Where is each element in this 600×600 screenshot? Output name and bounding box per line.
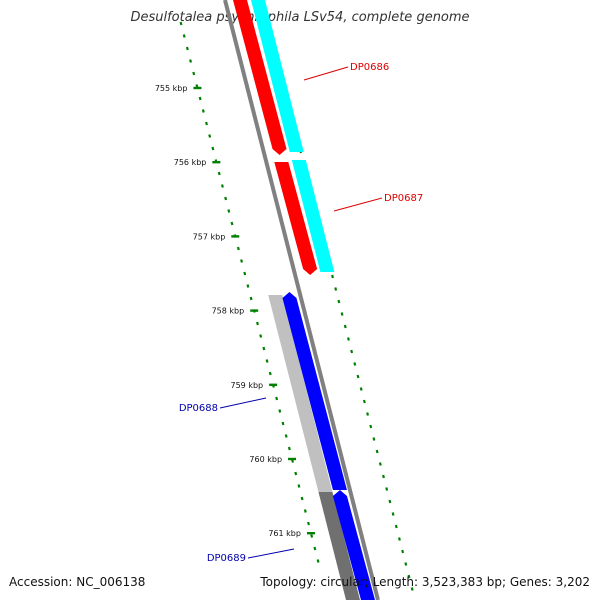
minor-tick [224, 196, 228, 201]
feature-tracks [251, 0, 360, 600]
minor-tick [281, 421, 285, 426]
gene-label-dp0686: DP0686 [350, 62, 389, 73]
gene-leader-line [333, 197, 383, 212]
minor-tick [350, 349, 354, 354]
minor-tick [243, 271, 247, 276]
minor-tick [265, 359, 269, 363]
minor-tick [310, 534, 314, 538]
minor-tick [189, 59, 193, 63]
minor-tick [179, 21, 183, 26]
gene-block-dp0686 [233, 0, 287, 155]
minor-tick [385, 487, 389, 491]
minor-tick [378, 462, 382, 466]
minor-tick [337, 299, 341, 304]
minor-tick [391, 512, 395, 516]
minor-tick [382, 474, 385, 479]
minor-tick [331, 274, 334, 279]
minor-tick [262, 346, 266, 351]
gene-leader-line [219, 397, 267, 409]
gene-leader-line [247, 548, 295, 559]
minor-tick [246, 284, 250, 288]
minor-tick [404, 562, 408, 566]
tick-label: 757 kbp [193, 232, 226, 241]
minor-tick [240, 259, 244, 263]
minor-tick [410, 587, 414, 591]
minor-tick [275, 396, 279, 401]
minor-tick [316, 559, 320, 563]
minor-tick [297, 484, 301, 488]
minor-tick [268, 371, 272, 376]
minor-tick [388, 499, 392, 504]
minor-tick [346, 337, 350, 341]
genome-backbone [223, 0, 380, 600]
tick-label: 758 kbp [212, 307, 245, 316]
minor-tick [217, 171, 221, 176]
minor-tick [369, 424, 373, 429]
minor-tick [340, 312, 344, 316]
minor-tick [236, 246, 240, 251]
minor-tick [198, 96, 202, 101]
minor-tick [401, 549, 405, 554]
feature-block-dp0687 [291, 160, 335, 272]
minor-tick [259, 334, 263, 338]
genome-stats-text: Topology: circular; Length: 3,523,383 bp… [260, 575, 590, 589]
minor-tick [356, 374, 360, 379]
minor-tick [205, 121, 208, 126]
accession-text: Accession: NC_006138 [9, 575, 146, 589]
minor-tick [278, 409, 282, 413]
minor-tick [287, 446, 291, 451]
minor-tick [307, 521, 310, 526]
gene-block-dp0688 [282, 292, 347, 490]
minor-tick [185, 46, 189, 51]
gene-label-dp0687: DP0687 [384, 193, 423, 204]
backbone-line [223, 0, 380, 600]
minor-tick [362, 399, 366, 404]
minor-tick [192, 71, 196, 76]
minor-tick [313, 546, 317, 551]
minor-tick [366, 412, 370, 416]
minor-tick [375, 449, 379, 454]
gene-block-dp0689 [332, 490, 375, 600]
minor-tick [284, 434, 288, 438]
minor-tick [372, 437, 376, 441]
minor-tick [407, 574, 411, 579]
feature-block-dp0686 [251, 0, 304, 152]
minor-tick [249, 296, 253, 301]
scale-ticks [179, 0, 414, 591]
minor-tick [334, 287, 338, 291]
minor-tick [303, 509, 307, 513]
minor-tick [397, 537, 401, 541]
minor-tick [201, 109, 205, 113]
tick-label: 760 kbp [249, 455, 282, 464]
minor-tick [220, 184, 224, 188]
minor-tick [394, 524, 398, 529]
gene-label-dp0688: DP0688 [179, 403, 218, 414]
minor-tick [294, 471, 298, 476]
tick-label: 761 kbp [268, 529, 301, 538]
tick-label: 759 kbp [231, 381, 264, 390]
tick-label: 755 kbp [155, 84, 188, 93]
genome-title: Desulfotalea psychrophila LSv54, complet… [130, 10, 470, 25]
minor-tick [227, 209, 231, 213]
gene-labels: 755 kbp 756 kbp 757 kbp 758 kbp 759 kbp 760 k… [155, 62, 423, 564]
gene-tracks [233, 0, 375, 600]
minor-tick [359, 387, 363, 391]
minor-tick [343, 324, 347, 329]
gene-label-dp0689: DP0689 [207, 553, 246, 564]
minor-tick [230, 221, 234, 226]
feature-block-dp0689 [318, 492, 360, 600]
minor-tick [300, 496, 304, 501]
minor-tick [353, 362, 357, 366]
minor-tick [256, 321, 259, 326]
tick-label: 756 kbp [174, 158, 207, 167]
minor-tick [182, 34, 186, 38]
minor-tick [208, 134, 212, 138]
gene-block-dp0687 [274, 162, 318, 275]
minor-tick [211, 146, 215, 151]
feature-block-dp0688 [268, 295, 333, 492]
gene-leader-line [303, 66, 349, 81]
